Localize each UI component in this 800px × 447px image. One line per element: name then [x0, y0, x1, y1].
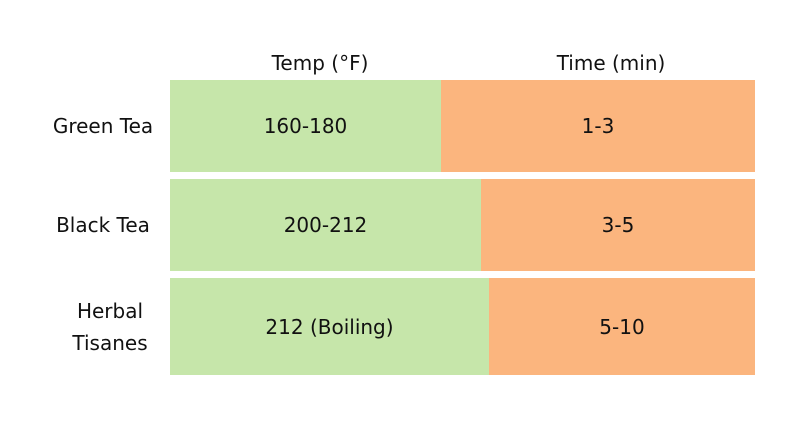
column-header: Temp (°F): [271, 51, 369, 75]
time-cell: 1-3: [441, 80, 755, 172]
temp-cell: 200-212: [170, 179, 481, 271]
row-label: Green Tea: [52, 114, 154, 138]
temp-cell: 212 (Boiling): [170, 278, 489, 375]
time-cell: 5-10: [489, 278, 755, 375]
row-label: Herbal Tisanes: [72, 298, 148, 355]
column-header: Time (min): [556, 51, 666, 75]
temp-cell: 160-180: [170, 80, 441, 172]
time-cell: 3-5: [481, 179, 755, 271]
row-label: Black Tea: [56, 213, 150, 237]
